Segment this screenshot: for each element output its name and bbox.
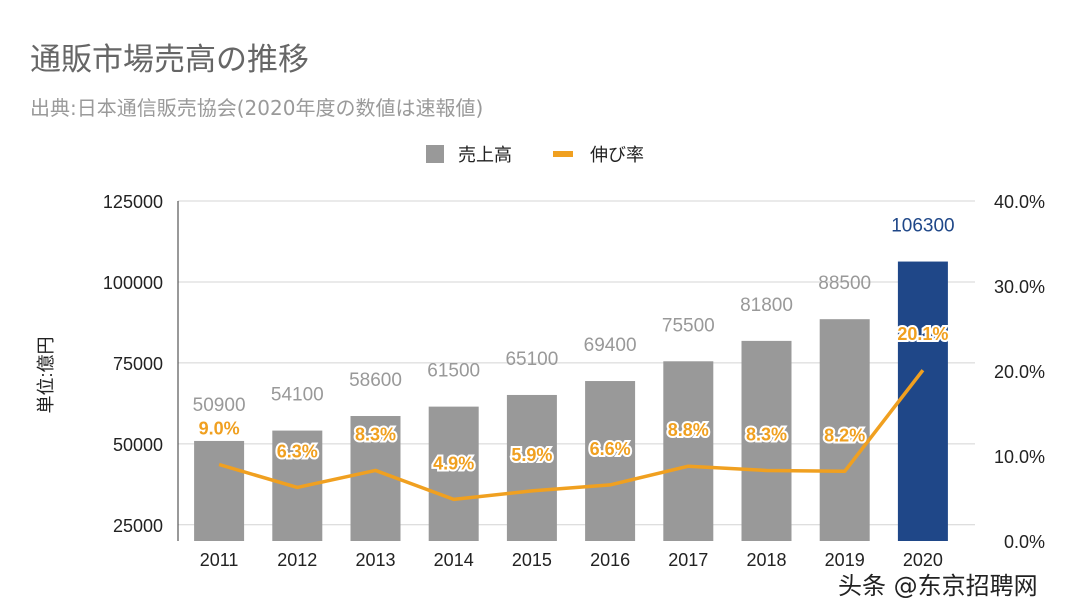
bar — [897, 261, 948, 541]
line-value-label: 20.1% — [897, 324, 948, 344]
y2-tick-label: 40.0% — [994, 192, 1045, 212]
y2-tick-label: 20.0% — [994, 362, 1045, 382]
x-tick-label: 2016 — [590, 550, 630, 570]
x-tick-label: 2011 — [200, 550, 239, 570]
line-value-label: 8.3% — [746, 424, 787, 444]
bar — [741, 340, 792, 541]
x-tick-label: 2015 — [512, 550, 552, 570]
watermark: 头条 @东京招聘网 — [838, 572, 1038, 600]
bar — [663, 361, 714, 541]
bar-value-label: 81800 — [740, 295, 793, 316]
y2-tick-label: 0.0% — [1004, 532, 1045, 552]
bar-value-label: 75500 — [662, 315, 715, 336]
x-tick-label: 2020 — [903, 550, 943, 570]
line-value-label: 6.6% — [590, 439, 631, 459]
line-value-label: 8.3% — [355, 424, 396, 444]
bar — [428, 406, 479, 541]
x-tick-label: 2013 — [355, 550, 395, 570]
chart-subtitle: 出典:日本通信販売協会(2020年度の数値は速報値) — [30, 96, 484, 120]
line-value-label: 5.9% — [511, 445, 552, 465]
growth-rate-line — [218, 369, 925, 502]
bar-value-label: 88500 — [818, 273, 871, 294]
legend-label-bar: 売上高 — [458, 145, 512, 165]
bar-value-label: 69400 — [584, 335, 637, 356]
y-tick-label: 75000 — [113, 354, 163, 374]
x-tick-label: 2017 — [668, 550, 708, 570]
bar-value-label: 58600 — [349, 370, 402, 391]
chart-title: 通販市場売高の推移 — [30, 42, 309, 78]
line-value-label: 4.9% — [433, 453, 474, 473]
bar-value-label: 61500 — [427, 361, 480, 382]
bar — [819, 319, 870, 541]
x-tick-label: 2012 — [277, 550, 317, 570]
legend-swatch-bar — [426, 145, 444, 163]
y2-tick-label: 30.0% — [994, 277, 1045, 297]
line-value-label: 6.3% — [277, 441, 318, 461]
line-value-label: 8.8% — [668, 420, 709, 440]
line-value-label: 8.2% — [824, 425, 865, 445]
x-tick-label: 2019 — [825, 550, 865, 570]
y-tick-label: 100000 — [103, 273, 163, 293]
bar-value-label: 50900 — [193, 395, 246, 416]
x-tick-label: 2018 — [746, 550, 786, 570]
bar-value-label: 65100 — [505, 349, 558, 370]
legend-swatch-line — [553, 151, 573, 157]
y-tick-label: 50000 — [113, 435, 163, 455]
line-value-label: 9.0% — [199, 419, 240, 439]
x-tick-label: 2014 — [434, 550, 474, 570]
y-tick-label: 125000 — [103, 192, 163, 212]
bar-value-label: 54100 — [271, 385, 324, 406]
y2-tick-label: 10.0% — [994, 447, 1045, 467]
bar — [506, 394, 557, 541]
bar-value-label: 106300 — [891, 216, 954, 237]
y-axis-label: 単位:億円 — [36, 336, 56, 413]
bar — [350, 416, 401, 541]
y-tick-label: 25000 — [113, 516, 163, 536]
bar — [194, 440, 245, 541]
bar — [585, 381, 636, 541]
legend-label-line: 伸び率 — [590, 145, 644, 165]
